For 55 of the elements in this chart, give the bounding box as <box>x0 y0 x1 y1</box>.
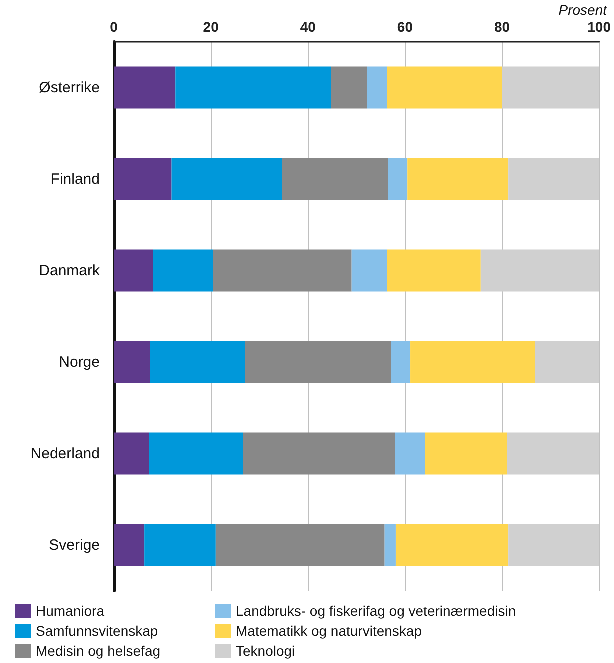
bar <box>387 66 502 109</box>
bar <box>245 341 392 384</box>
bar <box>384 524 396 566</box>
x-tick-label: 20 <box>203 19 220 35</box>
bar <box>153 250 214 292</box>
bar <box>172 158 282 200</box>
bar <box>425 432 508 475</box>
bar <box>391 341 411 384</box>
bar <box>114 158 172 200</box>
bar <box>508 158 600 200</box>
legend-label: Humaniora <box>36 603 105 619</box>
bar <box>213 250 352 292</box>
bar <box>508 524 600 566</box>
y-tick-label: Finland <box>50 170 100 188</box>
x-tick-label: 60 <box>397 19 414 35</box>
x-tick-label: 40 <box>300 19 316 35</box>
y-tick-label: Østerrike <box>39 79 100 96</box>
bar <box>387 250 481 292</box>
legend-label: Teknologi <box>236 643 296 659</box>
bar <box>176 66 332 109</box>
bar <box>114 66 176 109</box>
bar <box>114 524 145 566</box>
bar <box>144 524 216 566</box>
bar <box>535 341 600 384</box>
bar <box>282 158 388 200</box>
y-tick-label: Sverige <box>49 536 100 554</box>
bar <box>367 66 388 109</box>
bar <box>149 432 244 475</box>
y-tick-label: Nederland <box>30 445 100 462</box>
y-tick-label: Danmark <box>39 262 100 280</box>
bar <box>507 432 600 475</box>
bar <box>502 66 600 109</box>
x-tick-label: 100 <box>588 19 612 35</box>
bar <box>114 341 150 384</box>
y-tick-label: Norge <box>59 354 100 371</box>
legend-label: Medisin og helsefag <box>36 643 161 659</box>
bar <box>410 341 536 384</box>
bar <box>150 341 246 384</box>
bar <box>216 524 385 566</box>
bar <box>331 66 368 109</box>
bar <box>408 158 509 200</box>
legend-label: Matematikk og naturvitenskap <box>236 623 422 639</box>
bar <box>396 524 509 566</box>
bar <box>388 158 408 200</box>
legend-label: Landbruks- og fiskerifag og veterinærmedisin <box>236 603 516 619</box>
bar <box>243 432 395 475</box>
legend-label: Samfunnsvitenskap <box>36 623 158 639</box>
bar <box>395 432 426 475</box>
bar <box>114 250 154 292</box>
x-axis-title: Prosent <box>558 2 608 18</box>
bar <box>352 250 388 292</box>
x-tick-label: 80 <box>494 19 510 35</box>
bar <box>114 432 150 475</box>
bar <box>480 250 600 292</box>
x-tick-label: 0 <box>110 19 118 35</box>
